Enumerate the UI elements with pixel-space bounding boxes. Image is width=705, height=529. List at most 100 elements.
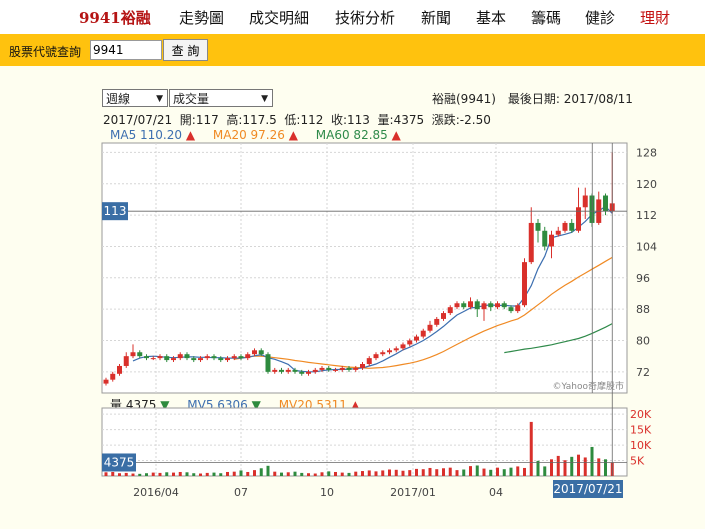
volume-bar [442, 468, 445, 476]
nav-technical-analysis[interactable]: 技術分析 [335, 9, 396, 27]
candle-body [306, 371, 311, 374]
candle-body [515, 305, 521, 312]
candle-body [312, 369, 318, 372]
volume-bar [334, 471, 337, 476]
volume-bar [286, 472, 290, 476]
price-panel [101, 142, 628, 394]
candle-body [299, 371, 305, 374]
stock-header-title: 裕融(9941) 最後日期: 2017/08/11 [432, 92, 633, 106]
candle-body [549, 234, 554, 247]
candle-body [393, 348, 399, 351]
volume-bar [124, 472, 128, 476]
candle-body [434, 318, 440, 325]
candle-body [252, 350, 257, 355]
candle-body [414, 336, 419, 341]
ma60-line [504, 323, 613, 354]
volume-bar [212, 472, 216, 476]
nav-trade-detail[interactable]: 成交明細 [249, 9, 310, 27]
candle-body [522, 262, 527, 306]
volume-bar [570, 456, 574, 476]
ma-legend: MA5 110.20 ▲ MA20 97.26 ▲ MA60 82.85 ▲ [110, 128, 401, 142]
volume-bar [388, 469, 391, 476]
x-tick-label: 10 [320, 486, 334, 499]
candle-body [103, 379, 109, 384]
period-select-value: 週線 [106, 92, 131, 106]
volume-tick-label: 20K [630, 408, 652, 421]
stock-code-input[interactable] [90, 40, 162, 60]
volume-bar [408, 470, 412, 476]
cursor-volume-label: 4375 [104, 455, 135, 469]
x-tick-label: 2017/01 [390, 486, 436, 499]
candle-body [245, 354, 251, 359]
x-tick-label: 04 [489, 486, 503, 499]
cursor-price-label-box [102, 202, 128, 221]
nav-chips[interactable]: 籌碼 [531, 9, 562, 27]
search-button[interactable]: 查 詢 [163, 39, 208, 61]
candle-body [468, 301, 473, 308]
candle-body [528, 222, 534, 263]
candle-body [353, 367, 359, 370]
candle-body [272, 369, 278, 372]
volume-bar [239, 470, 243, 476]
candle-body [117, 365, 122, 374]
volume-bar [266, 465, 270, 476]
volume-bar [138, 473, 142, 476]
volume-bar [563, 460, 567, 476]
candle-body [373, 354, 379, 359]
price-tick-label: 104 [636, 240, 657, 253]
cursor-price-label: 113 [104, 204, 127, 218]
volume-bar [253, 470, 256, 476]
period-select[interactable]: 週線 ▼ [102, 89, 168, 107]
candle-body [137, 352, 143, 357]
candle-body [110, 373, 116, 380]
volume-bar [185, 472, 189, 476]
nav-diagnosis[interactable]: 健診 [585, 9, 616, 27]
volume-bar [340, 472, 344, 476]
candle-body [387, 350, 392, 353]
indicator-select[interactable]: 成交量 ▼ [169, 89, 273, 107]
candle-body [481, 303, 487, 310]
volume-bar [482, 468, 486, 476]
candle-body [231, 356, 237, 359]
candle-body [562, 222, 568, 231]
volume-bar [435, 469, 439, 476]
volume-bar [313, 473, 317, 476]
volume-bar [401, 470, 405, 476]
candle-body [191, 358, 197, 361]
price-tick-label: 120 [636, 178, 657, 191]
candle-body [535, 222, 541, 231]
x-tick-label: 07 [234, 486, 248, 499]
volume-bar [151, 472, 155, 476]
nav-trend-chart[interactable]: 走勢圖 [179, 9, 225, 27]
candle-body [603, 195, 608, 212]
volume-bar [145, 473, 148, 476]
candle-body [211, 356, 217, 359]
nav-basic[interactable]: 基本 [476, 9, 507, 27]
volume-bar [165, 472, 169, 476]
candle-body [454, 303, 460, 308]
candle-body [346, 367, 352, 370]
chevron-down-icon: ▼ [156, 94, 163, 104]
volume-bar [556, 455, 560, 476]
candle-body [150, 358, 156, 360]
nav-stock-name[interactable]: 9941裕融 [79, 9, 151, 27]
volume-bar [583, 457, 587, 476]
price-tick-label: 128 [636, 146, 657, 159]
volume-bar [604, 459, 607, 476]
indicator-select-value: 成交量 [173, 92, 210, 106]
volume-bar [523, 467, 526, 476]
nav-finance[interactable]: 理財 [640, 9, 671, 27]
volume-bar [394, 469, 398, 476]
volume-bar [536, 460, 540, 476]
ma5-legend: MA5 110.20 ▲ [110, 128, 196, 142]
candle-body [339, 367, 345, 370]
volume-bar [516, 466, 520, 476]
volume-bar [543, 466, 547, 476]
volume-bar [489, 469, 493, 476]
volume-bar [374, 471, 378, 476]
cursor-date-label-box [553, 480, 623, 498]
volume-bar [381, 470, 385, 476]
nav-news[interactable]: 新聞 [421, 9, 452, 27]
candle-body [184, 354, 190, 359]
volume-bar [496, 467, 499, 476]
